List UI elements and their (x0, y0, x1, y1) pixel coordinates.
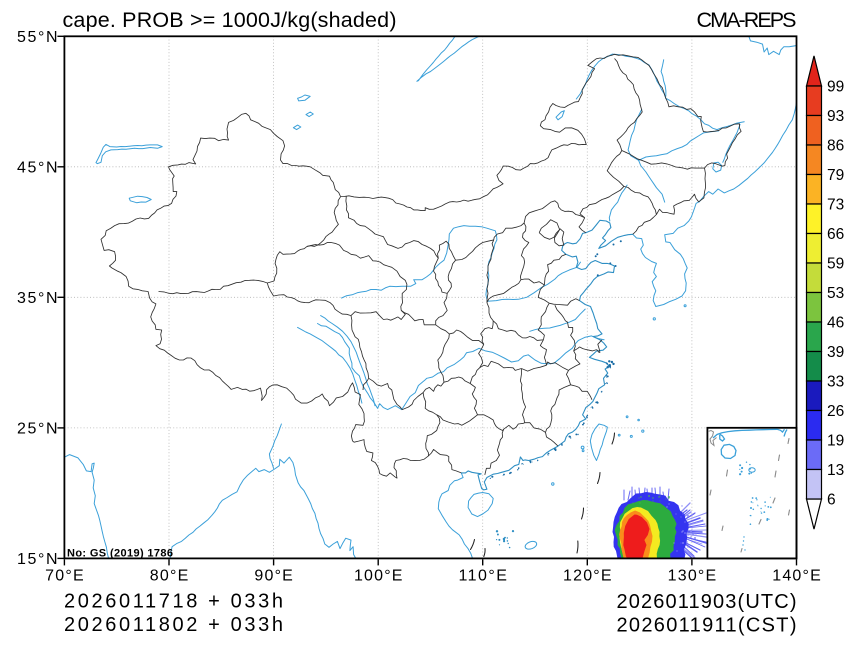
svg-text:79: 79 (827, 167, 844, 184)
svg-text:53: 53 (827, 285, 844, 302)
svg-text:13: 13 (827, 462, 844, 479)
svg-text:130°E: 130°E (668, 568, 717, 585)
svg-text:120°E: 120°E (563, 568, 612, 585)
svg-text:CMA-REPS: CMA-REPS (697, 8, 797, 32)
svg-text:2026011718 + 033h: 2026011718 + 033h (64, 591, 283, 613)
svg-text:No: GS (2019) 1786: No: GS (2019) 1786 (67, 548, 173, 560)
svg-text:45°N: 45°N (17, 160, 58, 177)
svg-text:2026011802 + 033h: 2026011802 + 033h (64, 614, 283, 636)
svg-text:26: 26 (827, 403, 844, 420)
svg-text:99: 99 (827, 79, 844, 96)
svg-text:2026011903(UTC): 2026011903(UTC) (617, 591, 797, 613)
svg-text:25°N: 25°N (17, 421, 58, 438)
svg-text:35°N: 35°N (17, 290, 58, 307)
svg-text:73: 73 (827, 197, 844, 214)
svg-text:110°E: 110°E (458, 568, 507, 585)
svg-text:2026011911(CST): 2026011911(CST) (617, 615, 797, 637)
svg-text:80°E: 80°E (150, 568, 189, 585)
svg-text:6: 6 (827, 492, 836, 509)
svg-text:39: 39 (827, 344, 844, 361)
svg-text:33: 33 (827, 374, 844, 391)
svg-text:66: 66 (827, 226, 844, 243)
svg-text:15°N: 15°N (17, 551, 58, 568)
svg-text:93: 93 (827, 108, 844, 125)
svg-text:46: 46 (827, 315, 844, 332)
svg-text:140°E: 140°E (772, 568, 821, 585)
svg-text:86: 86 (827, 138, 844, 155)
svg-text:19: 19 (827, 433, 844, 450)
svg-text:70°E: 70°E (45, 568, 84, 585)
svg-text:55°N: 55°N (17, 29, 58, 46)
svg-text:90°E: 90°E (254, 568, 293, 585)
svg-text:59: 59 (827, 256, 844, 273)
svg-text:100°E: 100°E (354, 568, 403, 585)
svg-text:cape. PROB >= 1000J/kg(shaded): cape. PROB >= 1000J/kg(shaded) (63, 8, 397, 32)
